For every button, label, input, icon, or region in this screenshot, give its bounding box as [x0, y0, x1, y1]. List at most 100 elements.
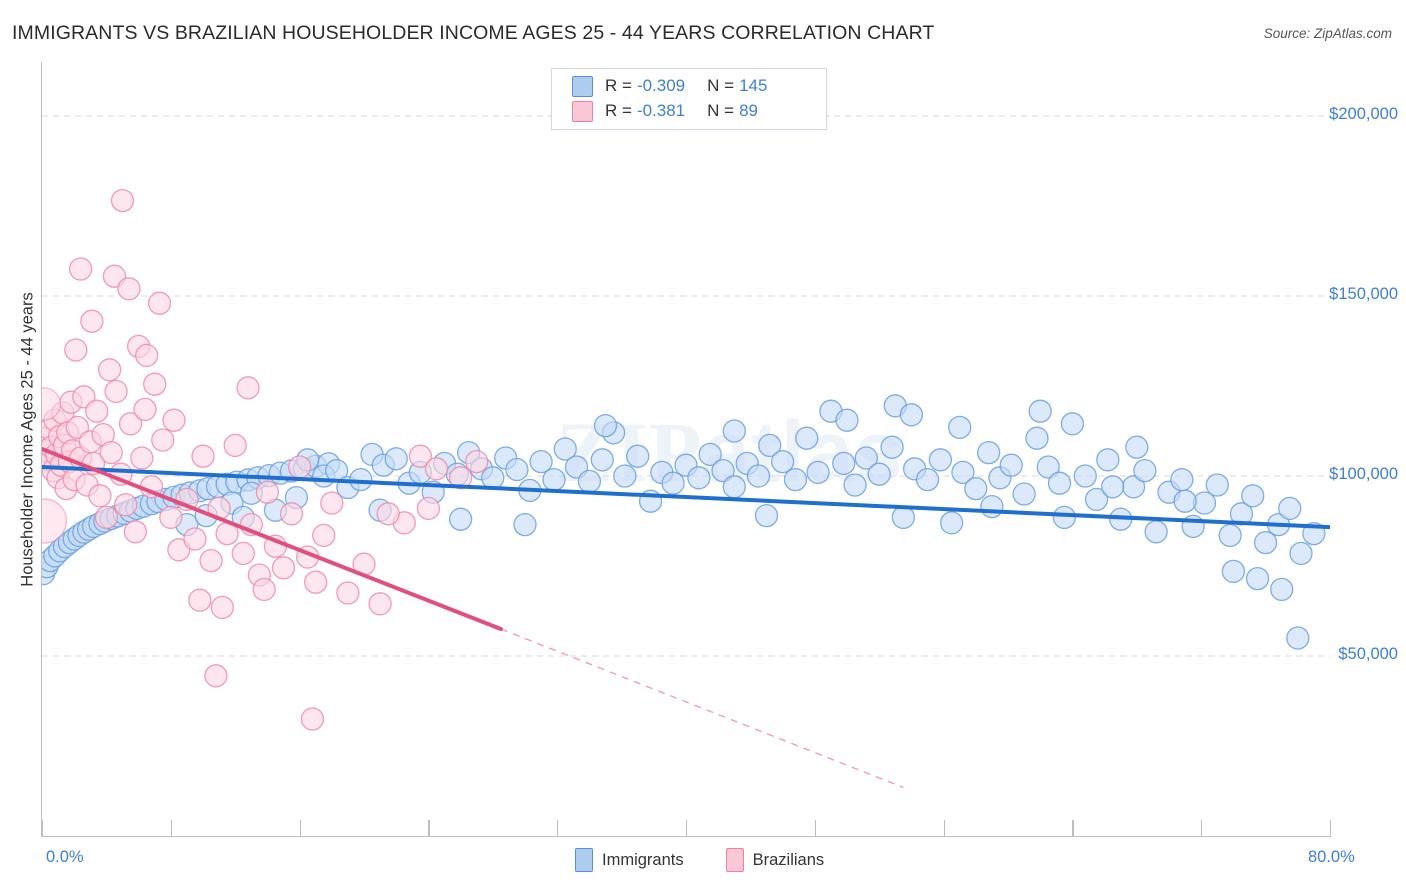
scatter-point[interactable]: [167, 538, 191, 562]
scatter-point[interactable]: [1036, 455, 1060, 479]
scatter-point[interactable]: [758, 433, 782, 458]
scatter-point[interactable]: [999, 453, 1023, 477]
scatter-point[interactable]: [188, 588, 212, 612]
scatter-point[interactable]: [416, 496, 441, 521]
scatter-point[interactable]: [613, 464, 637, 488]
scatter-point[interactable]: [368, 592, 392, 616]
scatter-point[interactable]: [130, 446, 154, 470]
scatter-point[interactable]: [783, 467, 808, 492]
scatter-point[interactable]: [529, 449, 553, 474]
scatter-point[interactable]: [204, 664, 228, 688]
scatter-point[interactable]: [977, 440, 1001, 465]
scatter-point[interactable]: [252, 577, 276, 602]
scatter-point[interactable]: [754, 503, 779, 528]
scatter-point[interactable]: [123, 520, 148, 544]
scatter-point[interactable]: [590, 448, 614, 472]
scatter-point[interactable]: [746, 464, 771, 488]
scatter-point[interactable]: [448, 507, 473, 531]
scatter-point[interactable]: [661, 471, 685, 495]
scatter-point[interactable]: [795, 426, 819, 450]
scatter-point[interactable]: [1052, 505, 1076, 530]
scatter-point[interactable]: [806, 460, 830, 485]
scatter-point[interactable]: [304, 570, 328, 594]
scatter-point[interactable]: [1270, 577, 1294, 602]
scatter-point[interactable]: [279, 502, 304, 526]
scatter-point[interactable]: [481, 466, 505, 490]
scatter-point[interactable]: [891, 505, 915, 530]
scatter-point[interactable]: [94, 505, 119, 530]
scatter-point[interactable]: [88, 484, 112, 508]
scatter-point[interactable]: [199, 548, 223, 573]
scatter-point[interactable]: [951, 460, 975, 485]
scatter-point[interactable]: [1241, 484, 1265, 508]
scatter-point[interactable]: [117, 277, 141, 301]
scatter-point[interactable]: [465, 449, 489, 474]
scatter-point[interactable]: [151, 428, 175, 452]
scatter-point[interactable]: [133, 397, 157, 422]
scatter-point[interactable]: [928, 448, 953, 472]
scatter-point[interactable]: [384, 447, 408, 471]
scatter-point[interactable]: [1286, 626, 1310, 650]
scatter-point[interactable]: [1047, 471, 1072, 495]
scatter-point[interactable]: [85, 399, 109, 423]
scatter-point[interactable]: [1025, 426, 1049, 450]
scatter-point[interactable]: [159, 505, 183, 530]
scatter-point[interactable]: [147, 291, 172, 315]
scatter-point[interactable]: [577, 469, 602, 494]
scatter-point[interactable]: [64, 338, 88, 362]
scatter-point[interactable]: [99, 440, 123, 465]
scatter-point[interactable]: [1096, 448, 1120, 472]
scatter-point[interactable]: [542, 467, 566, 492]
scatter-point[interactable]: [722, 475, 746, 499]
scatter-point[interactable]: [915, 467, 940, 492]
scatter-point[interactable]: [687, 466, 711, 490]
scatter-point[interactable]: [135, 343, 159, 368]
scatter-point[interactable]: [1125, 435, 1149, 459]
scatter-point[interactable]: [1289, 541, 1313, 566]
scatter-point[interactable]: [408, 444, 433, 468]
scatter-point[interactable]: [626, 444, 650, 468]
scatter-point[interactable]: [1028, 399, 1052, 423]
scatter-point[interactable]: [42, 387, 62, 421]
scatter-point[interactable]: [854, 446, 878, 470]
scatter-point[interactable]: [236, 376, 260, 400]
scatter-point[interactable]: [162, 408, 186, 432]
scatter-point[interactable]: [980, 494, 1004, 519]
scatter-point[interactable]: [118, 412, 143, 436]
scatter-point[interactable]: [1218, 523, 1242, 548]
scatter-point[interactable]: [231, 541, 255, 566]
scatter-point[interactable]: [1133, 458, 1157, 483]
scatter-point[interactable]: [183, 527, 207, 551]
scatter-point[interactable]: [1173, 489, 1197, 513]
scatter-point[interactable]: [593, 413, 618, 438]
scatter-point[interactable]: [711, 458, 735, 483]
scatter-point[interactable]: [271, 556, 296, 580]
scatter-point[interactable]: [191, 444, 215, 468]
scatter-point[interactable]: [448, 466, 473, 490]
scatter-point[interactable]: [80, 309, 104, 333]
scatter-point[interactable]: [110, 188, 135, 213]
scatter-point[interactable]: [320, 491, 344, 515]
scatter-point[interactable]: [1060, 412, 1085, 436]
scatter-point[interactable]: [1101, 475, 1125, 499]
scatter-point[interactable]: [1245, 566, 1270, 591]
scatter-point[interactable]: [210, 595, 234, 620]
scatter-point[interactable]: [1221, 559, 1246, 584]
scatter-point[interactable]: [287, 455, 312, 479]
scatter-point[interactable]: [312, 523, 336, 548]
scatter-point[interactable]: [940, 511, 964, 535]
scatter-point[interactable]: [1253, 530, 1278, 555]
scatter-point[interactable]: [300, 707, 325, 731]
scatter-point[interactable]: [114, 493, 138, 517]
scatter-point[interactable]: [143, 372, 167, 396]
scatter-point[interactable]: [1144, 520, 1168, 544]
scatter-point[interactable]: [880, 435, 904, 459]
scatter-point[interactable]: [1084, 487, 1109, 512]
scatter-point[interactable]: [42, 498, 68, 544]
series-legend-item-immigrants[interactable]: Immigrants: [575, 848, 684, 872]
scatter-point[interactable]: [68, 257, 93, 281]
scatter-point[interactable]: [223, 433, 247, 458]
scatter-point[interactable]: [1170, 467, 1194, 492]
scatter-point[interactable]: [722, 419, 746, 443]
scatter-point[interactable]: [843, 473, 867, 497]
